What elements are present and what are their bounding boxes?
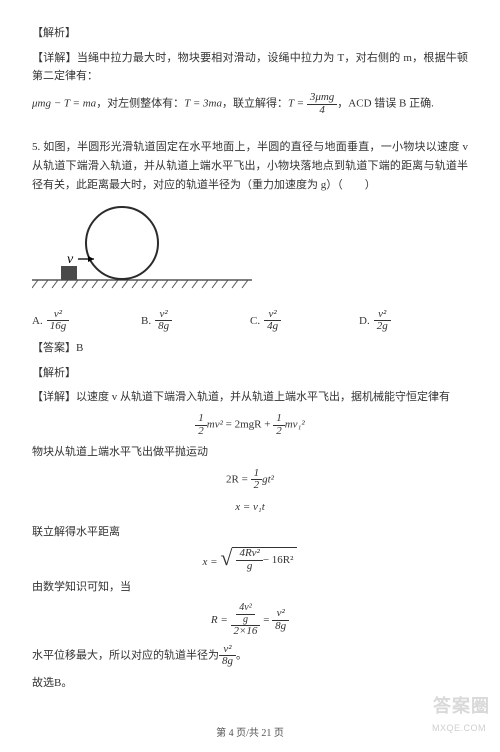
p5: 由数学知识可知，当 [32, 578, 468, 597]
p3: 物块从轨道上端水平飞出做平抛运动 [32, 443, 468, 462]
block [61, 266, 77, 280]
eq4-body: 4Rv²g − 16R² [232, 547, 297, 572]
p1c: ，联立解得： [222, 98, 288, 110]
options-row: A. v²16g B. v²8g C. v²4g D. v²2g [32, 309, 468, 333]
optD-label: D. [359, 312, 370, 331]
detail-para-2: 【详解】以速度 v 从轨道下端滑入轨道，并从轨道上端水平飞出，据机械能守恒定律有 [32, 388, 468, 407]
eq5-pre: R = [211, 614, 231, 626]
eq4: x = √ 4Rv²g − 16R² [32, 547, 468, 572]
detail-line-2: μmg − T = ma，对左侧整体有：T = 3ma，联立解得：T = 3μm… [32, 92, 468, 116]
p1b: ，对左侧整体有： [96, 98, 184, 110]
eq5-num1-bot: g [236, 615, 254, 626]
eq5-frac2: v²8g [272, 608, 289, 632]
eq3a-lhs: 2R = [226, 473, 251, 485]
p1d: ，ACD 错误 B 正确. [337, 98, 434, 110]
q5-text: 如图，半圆形光滑轨道固定在水平地面上，半圆的直径与地面垂直，一小物块以速度 v … [32, 141, 468, 190]
eq5-eq: = [263, 614, 272, 626]
page-footer: 第 4 页/共 21 页 [0, 725, 500, 742]
eq5-frac1: 4v²g 2×16 [231, 603, 261, 638]
eq1c-frac: 3μmg4 [307, 92, 337, 116]
p6: 水平位移最大，所以对应的轨道半径为v²8g。 [32, 644, 468, 668]
eq1a: μmg − T = ma [32, 98, 96, 110]
eq2-half2d: 2 [273, 426, 285, 438]
radical-icon: √ [220, 547, 232, 572]
q5-diagram: v [32, 200, 468, 303]
detail-head: 【详解】 [32, 52, 77, 64]
p6b: 。 [236, 649, 247, 661]
optD-frac: v²2g [374, 309, 391, 333]
option-d: D. v²2g [359, 309, 468, 333]
eq5-num2: v² [272, 608, 289, 621]
eq1c-pre: T = [288, 98, 307, 110]
eq2-half2n: 1 [273, 413, 285, 426]
eq2-mv: mv² [207, 419, 223, 431]
optA-den: 16g [47, 321, 70, 333]
eq3a: 2R = 12gt² [32, 468, 468, 492]
hatching [32, 280, 248, 288]
eq2-half1n: 1 [195, 413, 207, 426]
answer-val: B [76, 342, 83, 354]
eq2-half-r: 12 [273, 413, 285, 437]
eq1c-den: 4 [307, 105, 337, 117]
eq5-den2: 8g [272, 621, 289, 633]
diagram-svg: v [32, 200, 252, 296]
p4: 联立解得水平距离 [32, 523, 468, 542]
eq2: 12mv² = 2mgR + 12mv₁² [32, 413, 468, 437]
optD-den: 2g [374, 321, 391, 333]
p6-frac: v²8g [219, 644, 236, 668]
eq5-num1: 4v²g [231, 603, 261, 626]
eq4-inner-den: g [236, 561, 262, 573]
eq3a-den: 2 [251, 480, 263, 492]
eq1b: T = 3ma [184, 98, 222, 110]
p6-den: 8g [219, 656, 236, 668]
optB-den: 8g [155, 321, 172, 333]
eq5-num1-frac: 4v²g [236, 603, 254, 625]
answer-line: 【答案】B [32, 339, 468, 358]
eq2-half1d: 2 [195, 426, 207, 438]
watermark-text: 答案圈 [433, 691, 490, 722]
option-b: B. v²8g [141, 309, 250, 333]
track-circle [86, 207, 158, 279]
eq4-sqrt: √ 4Rv²g − 16R² [220, 547, 297, 572]
optA-label: A. [32, 312, 43, 331]
p6a: 水平位移最大，所以对应的轨道半径为 [32, 649, 219, 661]
eq3a-frac: 12 [251, 468, 263, 492]
optC-label: C. [250, 312, 260, 331]
option-c: C. v²4g [250, 309, 359, 333]
optC-den: 4g [264, 321, 281, 333]
analysis-head: 【解析】 [32, 24, 468, 43]
optB-frac: v²8g [155, 309, 172, 333]
eq1c-num: 3μmg [307, 92, 337, 105]
detail-head-2: 【详解】 [32, 391, 76, 403]
eq5-num1-top: 4v² [236, 603, 254, 615]
q5: 5. 如图，半圆形光滑轨道固定在水平地面上，半圆的直径与地面垂直，一小物块以速度… [32, 138, 468, 194]
eq3a-rhs: gt² [262, 473, 274, 485]
answer-head: 【答案】 [32, 342, 76, 354]
eq2-mv1: mv₁² [285, 419, 305, 431]
analysis-head-2: 【解析】 [32, 364, 468, 383]
v-label: v [67, 252, 74, 267]
q5-no: 5. [32, 141, 40, 153]
optA-frac: v²16g [47, 309, 70, 333]
p2: 以速度 v 从轨道下端滑入轨道，并从轨道上端水平飞出，据机械能守恒定律有 [76, 391, 450, 403]
optC-frac: v²4g [264, 309, 281, 333]
eq4-inner-num: 4Rv² [236, 548, 262, 561]
eq4-inner-frac: 4Rv²g [236, 548, 262, 572]
detail-para-1: 【详解】当绳中拉力最大时，物块要相对滑动，设绳中拉力为 T，对右侧的 m，根据牛… [32, 49, 468, 86]
eq2-half-l: 12 [195, 413, 207, 437]
eq3b: x = v₁t [32, 498, 468, 517]
eq5: R = 4v²g 2×16 = v²8g [32, 603, 468, 638]
eq4-pre: x = [203, 556, 221, 568]
eq2-mid: = 2mgR + [223, 419, 273, 431]
option-a: A. v²16g [32, 309, 141, 333]
eq4-minus: − 16R² [263, 551, 294, 570]
optB-label: B. [141, 312, 151, 331]
eq5-den1: 2×16 [231, 626, 261, 638]
p7: 故选B。 [32, 674, 468, 693]
p1a: 当绳中拉力最大时，物块要相对滑动，设绳中拉力为 T，对右侧的 m，根据牛顿第二定… [32, 52, 468, 83]
